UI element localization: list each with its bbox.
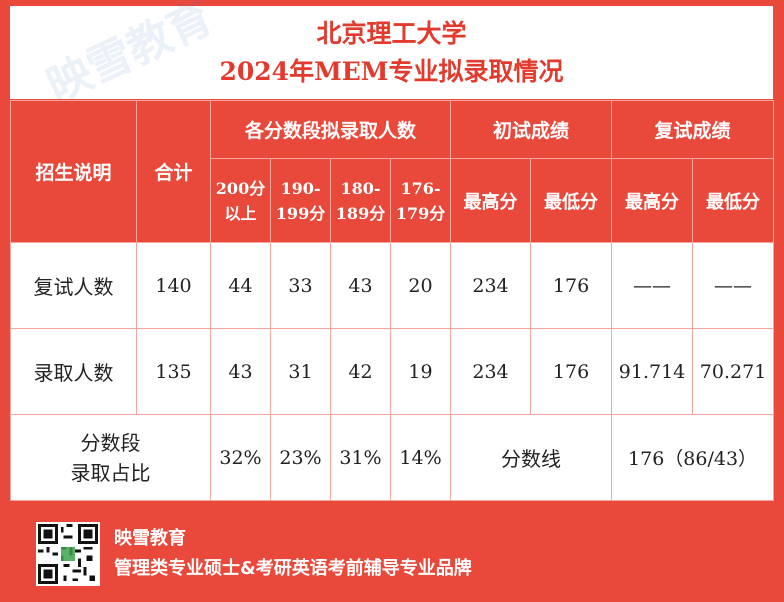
row-band-1: 44 xyxy=(210,242,271,329)
title-box: 映雪教育 北京理工大学 2024年MEM专业拟录取情况 xyxy=(10,0,773,112)
ratio-band-2: 23% xyxy=(270,414,331,501)
header-band-3: 180- 189分 xyxy=(330,158,391,243)
header-total: 合计 xyxy=(136,100,211,243)
footer: 映雪教育 管理类专业硕士&考研英语考前辅导专业品牌 xyxy=(0,512,784,602)
table-row: 复试人数 140 44 33 43 20 234 176 —— —— xyxy=(10,242,775,329)
header-label: 招生说明 xyxy=(10,100,137,243)
score-line-value: 176（86/43） xyxy=(611,414,775,501)
title-line-2: 2024年MEM专业拟录取情况 xyxy=(219,56,564,86)
table-row: 录取人数 135 43 31 42 19 234 176 91.714 70.2… xyxy=(10,328,775,415)
qr-code-icon xyxy=(36,522,100,586)
row-initial-max: 234 xyxy=(450,328,532,415)
header-retest-max: 最高分 xyxy=(611,158,694,243)
admission-table: 招生说明 合计 各分数段拟录取人数 初试成绩 复试成绩 200分 以上 190- 1… xyxy=(10,100,775,501)
row-retest-max: 91.714 xyxy=(611,328,694,415)
header-band-4: 176- 179分 xyxy=(389,158,452,243)
header-initial-max: 最高分 xyxy=(450,158,532,243)
row-retest-min: 70.271 xyxy=(692,328,775,415)
row-initial-max: 234 xyxy=(450,242,532,329)
table-row-ratio: 分数段 录取占比 32% 23% 31% 14% 分数线 176（86/43） xyxy=(10,414,775,501)
header-retest: 复试成绩 xyxy=(611,100,775,159)
row-band-4: 20 xyxy=(389,242,452,329)
ratio-label: 分数段 录取占比 xyxy=(10,414,211,501)
row-retest-max: —— xyxy=(611,242,694,329)
row-initial-min: 176 xyxy=(530,328,613,415)
row-retest-min: —— xyxy=(692,242,775,329)
score-line-label: 分数线 xyxy=(450,414,613,501)
row-label: 复试人数 xyxy=(10,242,137,329)
row-band-3: 42 xyxy=(330,328,391,415)
brand-slogan: 管理类专业硕士&考研英语考前辅导专业品牌 xyxy=(114,558,472,579)
row-total: 140 xyxy=(136,242,211,329)
watermark-text: 映雪教育 xyxy=(39,0,221,113)
header-retest-min: 最低分 xyxy=(692,158,775,243)
header-initial-exam: 初试成绩 xyxy=(450,100,613,159)
title-line-1: 北京理工大学 xyxy=(316,18,467,48)
header-band-1: 200分 以上 xyxy=(210,158,271,243)
row-band-2: 33 xyxy=(270,242,331,329)
ratio-band-3: 31% xyxy=(330,414,391,501)
header-score-bands: 各分数段拟录取人数 xyxy=(209,100,452,159)
row-initial-min: 176 xyxy=(530,242,613,329)
row-band-2: 31 xyxy=(270,328,331,415)
row-total: 135 xyxy=(136,328,211,415)
row-band-3: 43 xyxy=(330,242,391,329)
ratio-band-4: 14% xyxy=(389,414,452,501)
header-band-2: 190- 199分 xyxy=(270,158,331,243)
header-initial-min: 最低分 xyxy=(530,158,613,243)
row-label: 录取人数 xyxy=(10,328,137,415)
brand-name: 映雪教育 xyxy=(114,528,186,549)
row-band-4: 19 xyxy=(389,328,452,415)
ratio-band-1: 32% xyxy=(210,414,271,501)
row-band-1: 43 xyxy=(210,328,271,415)
